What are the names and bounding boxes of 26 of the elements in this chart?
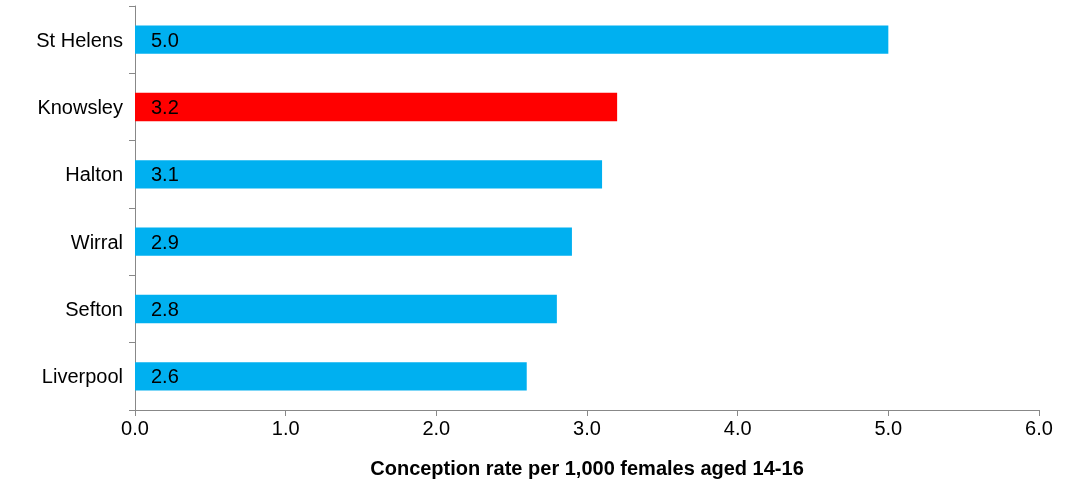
bar bbox=[135, 92, 618, 122]
x-tick-label: 3.0 bbox=[573, 417, 601, 439]
x-tick-label: 6.0 bbox=[1025, 417, 1053, 439]
x-axis-title: Conception rate per 1,000 females aged 14-16 bbox=[370, 457, 804, 479]
bar bbox=[135, 227, 572, 256]
x-tick-label: 5.0 bbox=[874, 417, 903, 439]
data-label: 2.8 bbox=[151, 298, 179, 320]
data-label: 3.2 bbox=[151, 96, 179, 118]
x-tick-label: 2.0 bbox=[422, 417, 451, 439]
data-label: 3.1 bbox=[151, 163, 179, 186]
bar bbox=[135, 362, 527, 391]
bar bbox=[135, 160, 603, 189]
y-tick-label: Knowsley bbox=[37, 96, 123, 118]
data-label: 2.6 bbox=[151, 365, 179, 388]
x-tick-label: 1.0 bbox=[271, 417, 300, 439]
y-tick-label: Liverpool bbox=[41, 365, 123, 388]
data-label: 5.0 bbox=[151, 28, 179, 51]
x-tick-label: 0.0 bbox=[121, 417, 149, 439]
bar bbox=[135, 25, 889, 54]
y-tick-label: Sefton bbox=[65, 298, 123, 320]
bar bbox=[135, 294, 557, 324]
y-tick-label: Wirral bbox=[70, 230, 123, 253]
y-tick-label: St Helens bbox=[36, 28, 123, 51]
y-tick-label: Halton bbox=[65, 163, 123, 186]
data-label: 2.9 bbox=[151, 230, 179, 253]
x-tick-label: 4.0 bbox=[723, 417, 752, 439]
